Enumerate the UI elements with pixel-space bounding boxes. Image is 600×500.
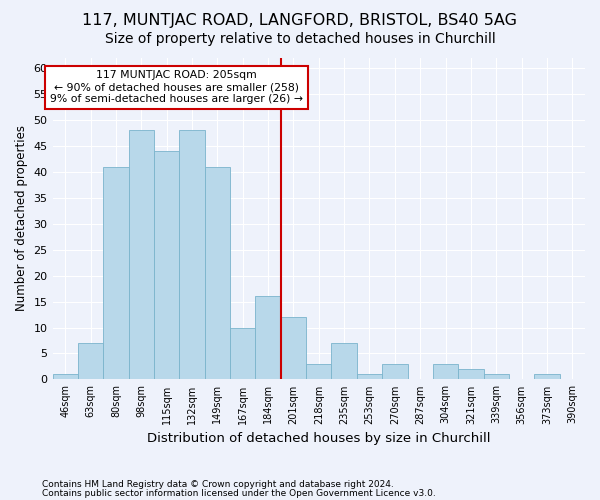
Text: 117, MUNTJAC ROAD, LANGFORD, BRISTOL, BS40 5AG: 117, MUNTJAC ROAD, LANGFORD, BRISTOL, BS… <box>83 12 517 28</box>
Bar <box>281 317 306 380</box>
Bar <box>103 166 128 380</box>
Text: Contains public sector information licensed under the Open Government Licence v3: Contains public sector information licen… <box>42 489 436 498</box>
Text: Size of property relative to detached houses in Churchill: Size of property relative to detached ho… <box>104 32 496 46</box>
Bar <box>382 364 407 380</box>
Bar <box>331 343 357 380</box>
Bar <box>53 374 78 380</box>
Bar <box>357 374 382 380</box>
Bar <box>458 369 484 380</box>
Bar <box>179 130 205 380</box>
Bar <box>256 296 281 380</box>
Y-axis label: Number of detached properties: Number of detached properties <box>15 126 28 312</box>
Text: 117 MUNTJAC ROAD: 205sqm
← 90% of detached houses are smaller (258)
9% of semi-d: 117 MUNTJAC ROAD: 205sqm ← 90% of detach… <box>50 70 303 104</box>
Bar <box>154 151 179 380</box>
X-axis label: Distribution of detached houses by size in Churchill: Distribution of detached houses by size … <box>147 432 491 445</box>
Bar <box>230 328 256 380</box>
Bar <box>205 166 230 380</box>
Bar <box>433 364 458 380</box>
Bar <box>78 343 103 380</box>
Text: Contains HM Land Registry data © Crown copyright and database right 2024.: Contains HM Land Registry data © Crown c… <box>42 480 394 489</box>
Bar <box>306 364 331 380</box>
Bar <box>484 374 509 380</box>
Bar <box>534 374 560 380</box>
Bar <box>128 130 154 380</box>
